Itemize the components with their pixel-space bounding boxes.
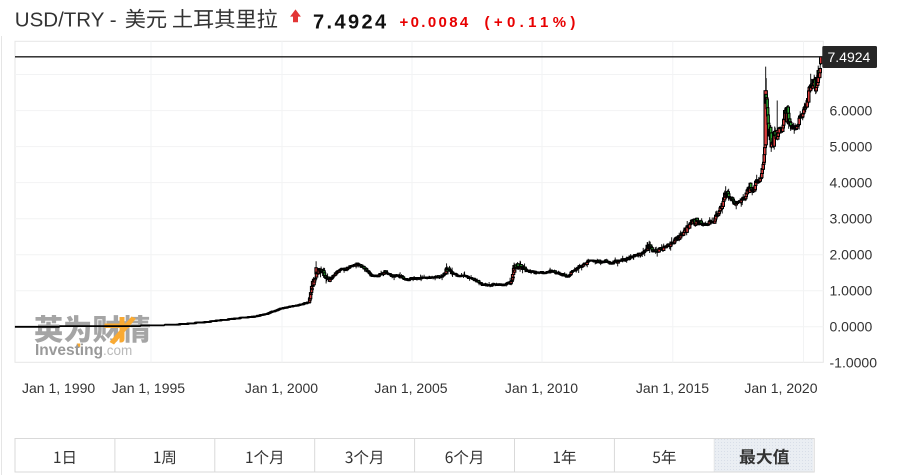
svg-text:0.0000: 0.0000 (830, 319, 873, 335)
svg-text:-1.0000: -1.0000 (830, 355, 878, 371)
svg-text:Jan 1, 1995: Jan 1, 1995 (112, 380, 185, 396)
svg-text:6.0000: 6.0000 (830, 102, 873, 118)
svg-text:Jan 1, 2010: Jan 1, 2010 (505, 380, 578, 396)
svg-text:Jan 1, 2005: Jan 1, 2005 (374, 380, 447, 396)
svg-text:Jan 1, 2020: Jan 1, 2020 (744, 380, 817, 396)
svg-text:4.0000: 4.0000 (830, 174, 873, 190)
svg-text:7.4924: 7.4924 (313, 12, 389, 34)
svg-text:Jan 1, 1990: Jan 1, 1990 (22, 380, 95, 396)
svg-text:7.4924: 7.4924 (828, 49, 871, 65)
svg-text:Jan 1, 2000: Jan 1, 2000 (245, 380, 318, 396)
svg-text:USD/TRY -: USD/TRY - (15, 9, 117, 32)
svg-text:Jan 1, 2015: Jan 1, 2015 (636, 380, 709, 396)
svg-text:2.0000: 2.0000 (830, 247, 873, 263)
svg-text:3.0000: 3.0000 (830, 211, 873, 227)
svg-text:Investing.com: Investing.com (35, 342, 132, 359)
svg-text:1.0000: 1.0000 (830, 283, 873, 299)
svg-text:5.0000: 5.0000 (830, 138, 873, 154)
svg-text:(+0.11%): (+0.11%) (485, 14, 580, 31)
svg-text:+0.0084: +0.0084 (400, 14, 471, 31)
